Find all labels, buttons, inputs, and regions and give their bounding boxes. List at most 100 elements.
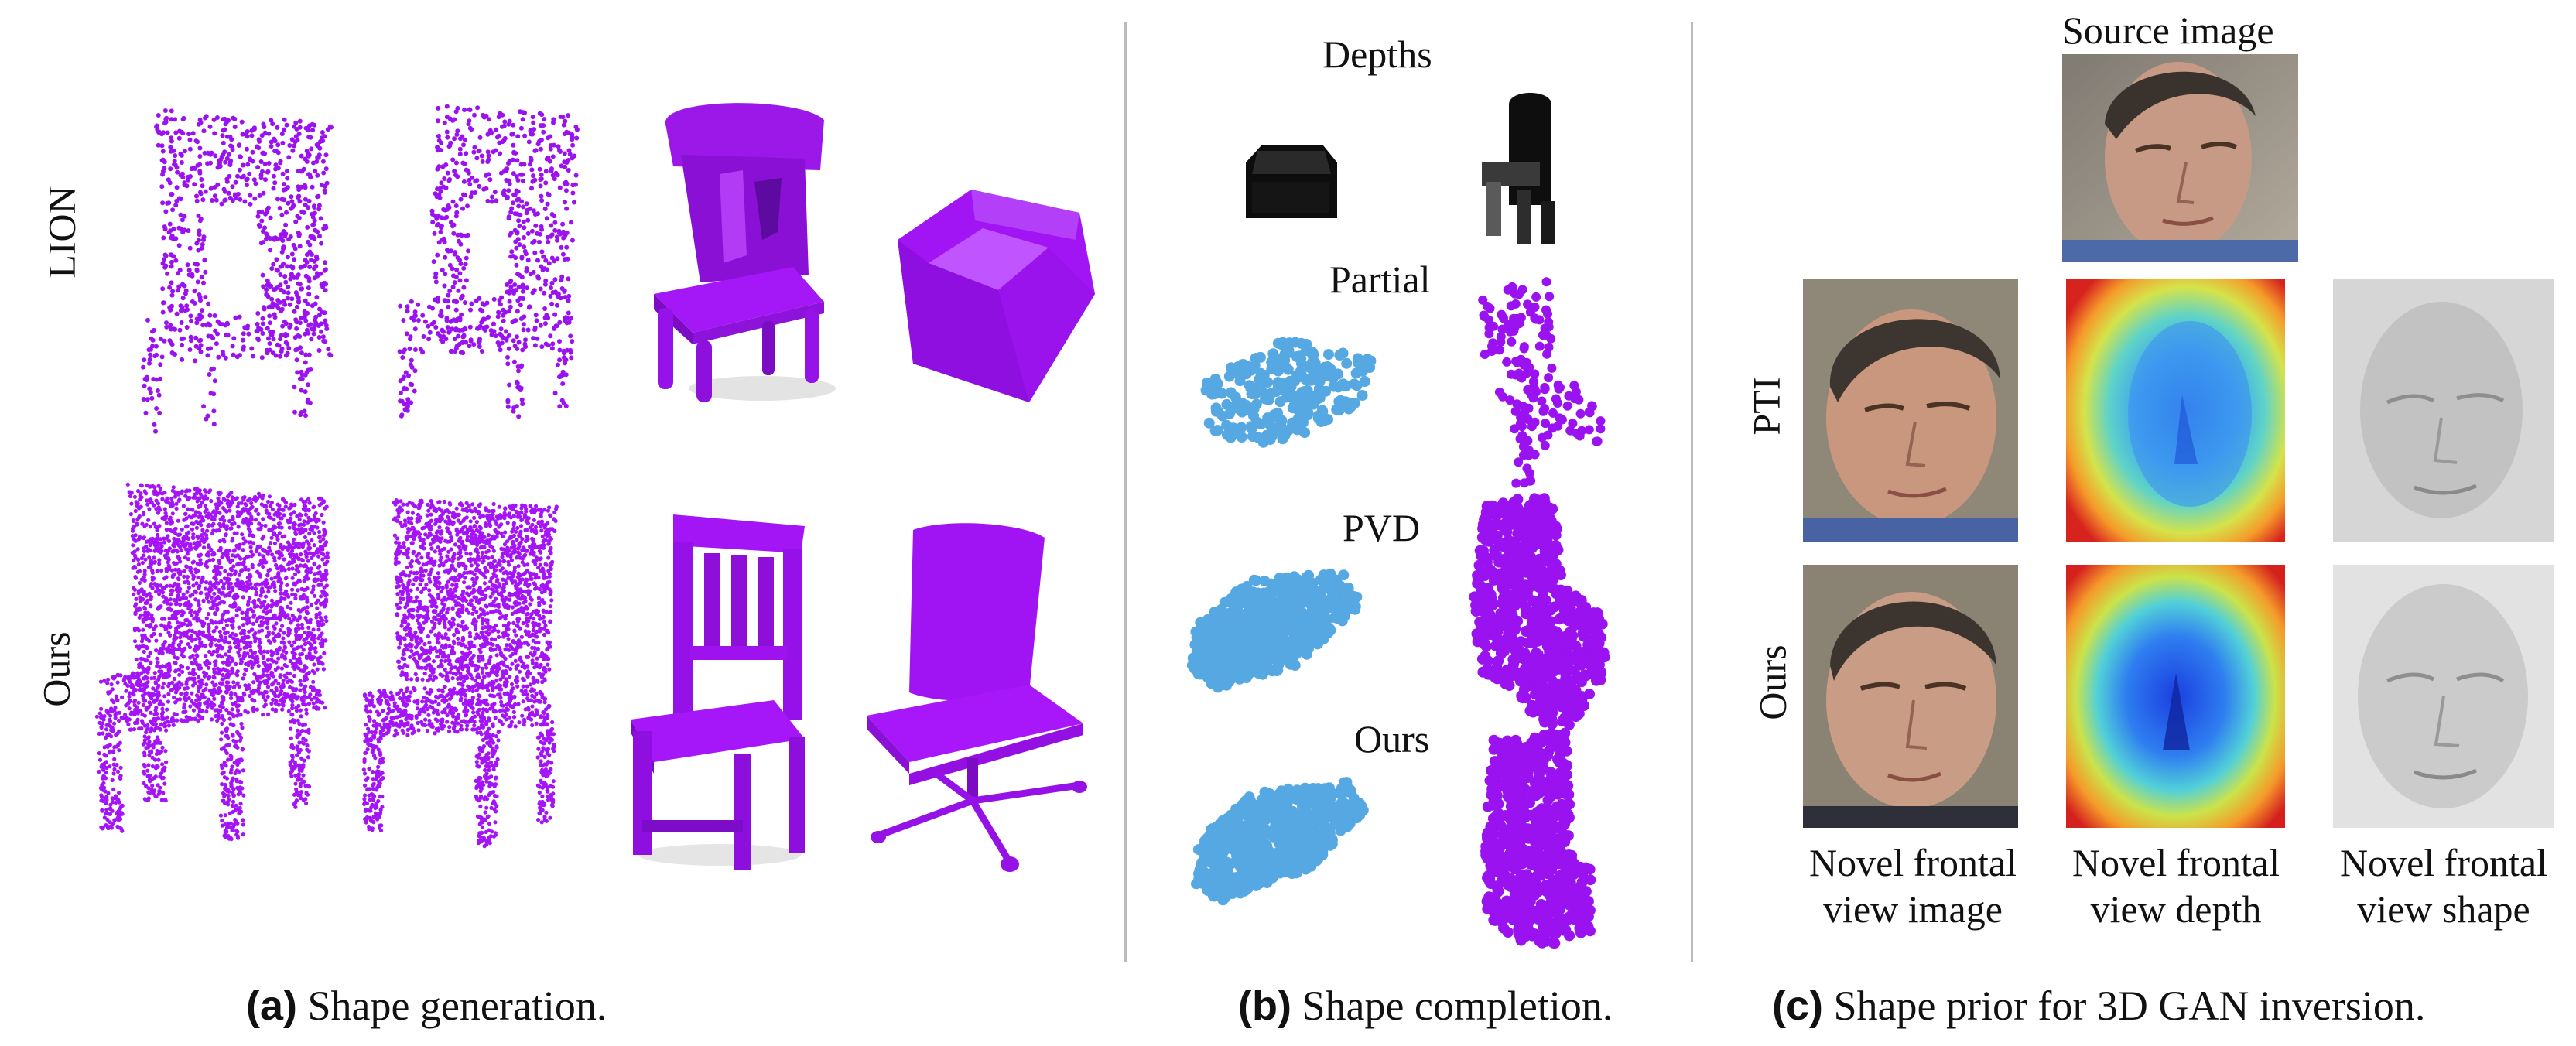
point: [215, 319, 221, 324]
point: [265, 294, 271, 299]
point: [562, 132, 567, 136]
point: [315, 194, 320, 200]
point: [520, 110, 525, 115]
point: [200, 692, 205, 697]
point: [429, 208, 435, 214]
point: [508, 210, 514, 215]
point: [282, 655, 287, 659]
point: [241, 623, 245, 627]
point: [162, 640, 167, 644]
point: [155, 725, 159, 730]
point: [155, 569, 159, 573]
point: [170, 584, 176, 589]
point: [100, 798, 104, 802]
point: [276, 549, 282, 554]
point: [272, 583, 276, 587]
point: [102, 752, 107, 757]
point: [219, 634, 224, 640]
point: [241, 832, 245, 837]
lion-pointcloud-chair-2: [397, 104, 580, 419]
point: [549, 346, 555, 351]
point: [289, 726, 293, 731]
point: [293, 596, 298, 601]
point: [225, 799, 231, 804]
point: [108, 824, 113, 829]
point: [190, 166, 196, 171]
point: [201, 280, 206, 285]
point: [230, 184, 235, 190]
point: [227, 641, 231, 645]
point: [149, 594, 154, 600]
point: [564, 320, 570, 326]
point: [280, 171, 286, 176]
point: [166, 699, 171, 704]
point: [306, 784, 312, 789]
point: [142, 553, 146, 558]
point: [234, 196, 239, 201]
point: [265, 350, 270, 356]
point: [182, 569, 186, 573]
point: [533, 313, 539, 318]
point: [212, 193, 217, 199]
point: [149, 501, 154, 505]
point: [214, 510, 219, 514]
point: [291, 537, 296, 542]
point: [554, 290, 559, 296]
point: [189, 338, 193, 344]
point: [104, 798, 109, 802]
point: [250, 565, 255, 570]
point: [303, 664, 307, 668]
point: [166, 555, 171, 560]
point: [142, 605, 147, 610]
point: [184, 682, 189, 686]
point: [97, 757, 103, 762]
point: [215, 654, 221, 658]
point: [496, 310, 501, 316]
point: [251, 609, 255, 614]
point: [446, 627, 451, 632]
point: [140, 693, 145, 698]
lion-mesh-chair: [654, 103, 836, 402]
point: [111, 675, 115, 680]
point: [166, 230, 172, 235]
point: [197, 338, 202, 344]
point: [303, 797, 308, 802]
point: [207, 649, 212, 654]
point: [294, 635, 299, 640]
point: [234, 633, 238, 638]
point: [324, 619, 329, 624]
point: [285, 185, 290, 190]
point: [229, 754, 234, 759]
point: [171, 651, 176, 656]
point: [229, 137, 234, 142]
point: [405, 397, 411, 402]
point: [515, 178, 521, 183]
point: [174, 506, 179, 511]
point: [257, 193, 262, 198]
point: [201, 598, 206, 603]
point: [250, 149, 255, 155]
point: [137, 726, 142, 731]
point: [145, 726, 150, 731]
point: [155, 764, 159, 768]
point: [156, 532, 160, 538]
point: [206, 513, 210, 518]
point: [170, 716, 175, 720]
point: [176, 647, 180, 651]
point: [306, 292, 312, 297]
point: [269, 598, 274, 603]
point: [569, 220, 573, 225]
point: [306, 367, 311, 373]
point: [159, 712, 165, 716]
point: [465, 203, 470, 209]
point: [204, 709, 209, 714]
point: [563, 372, 569, 378]
point: [511, 338, 516, 344]
point: [323, 569, 328, 573]
point: [107, 732, 111, 737]
point: [561, 348, 566, 354]
point: [168, 624, 173, 630]
point: [552, 391, 558, 396]
point: [173, 203, 179, 208]
point: [97, 720, 102, 725]
